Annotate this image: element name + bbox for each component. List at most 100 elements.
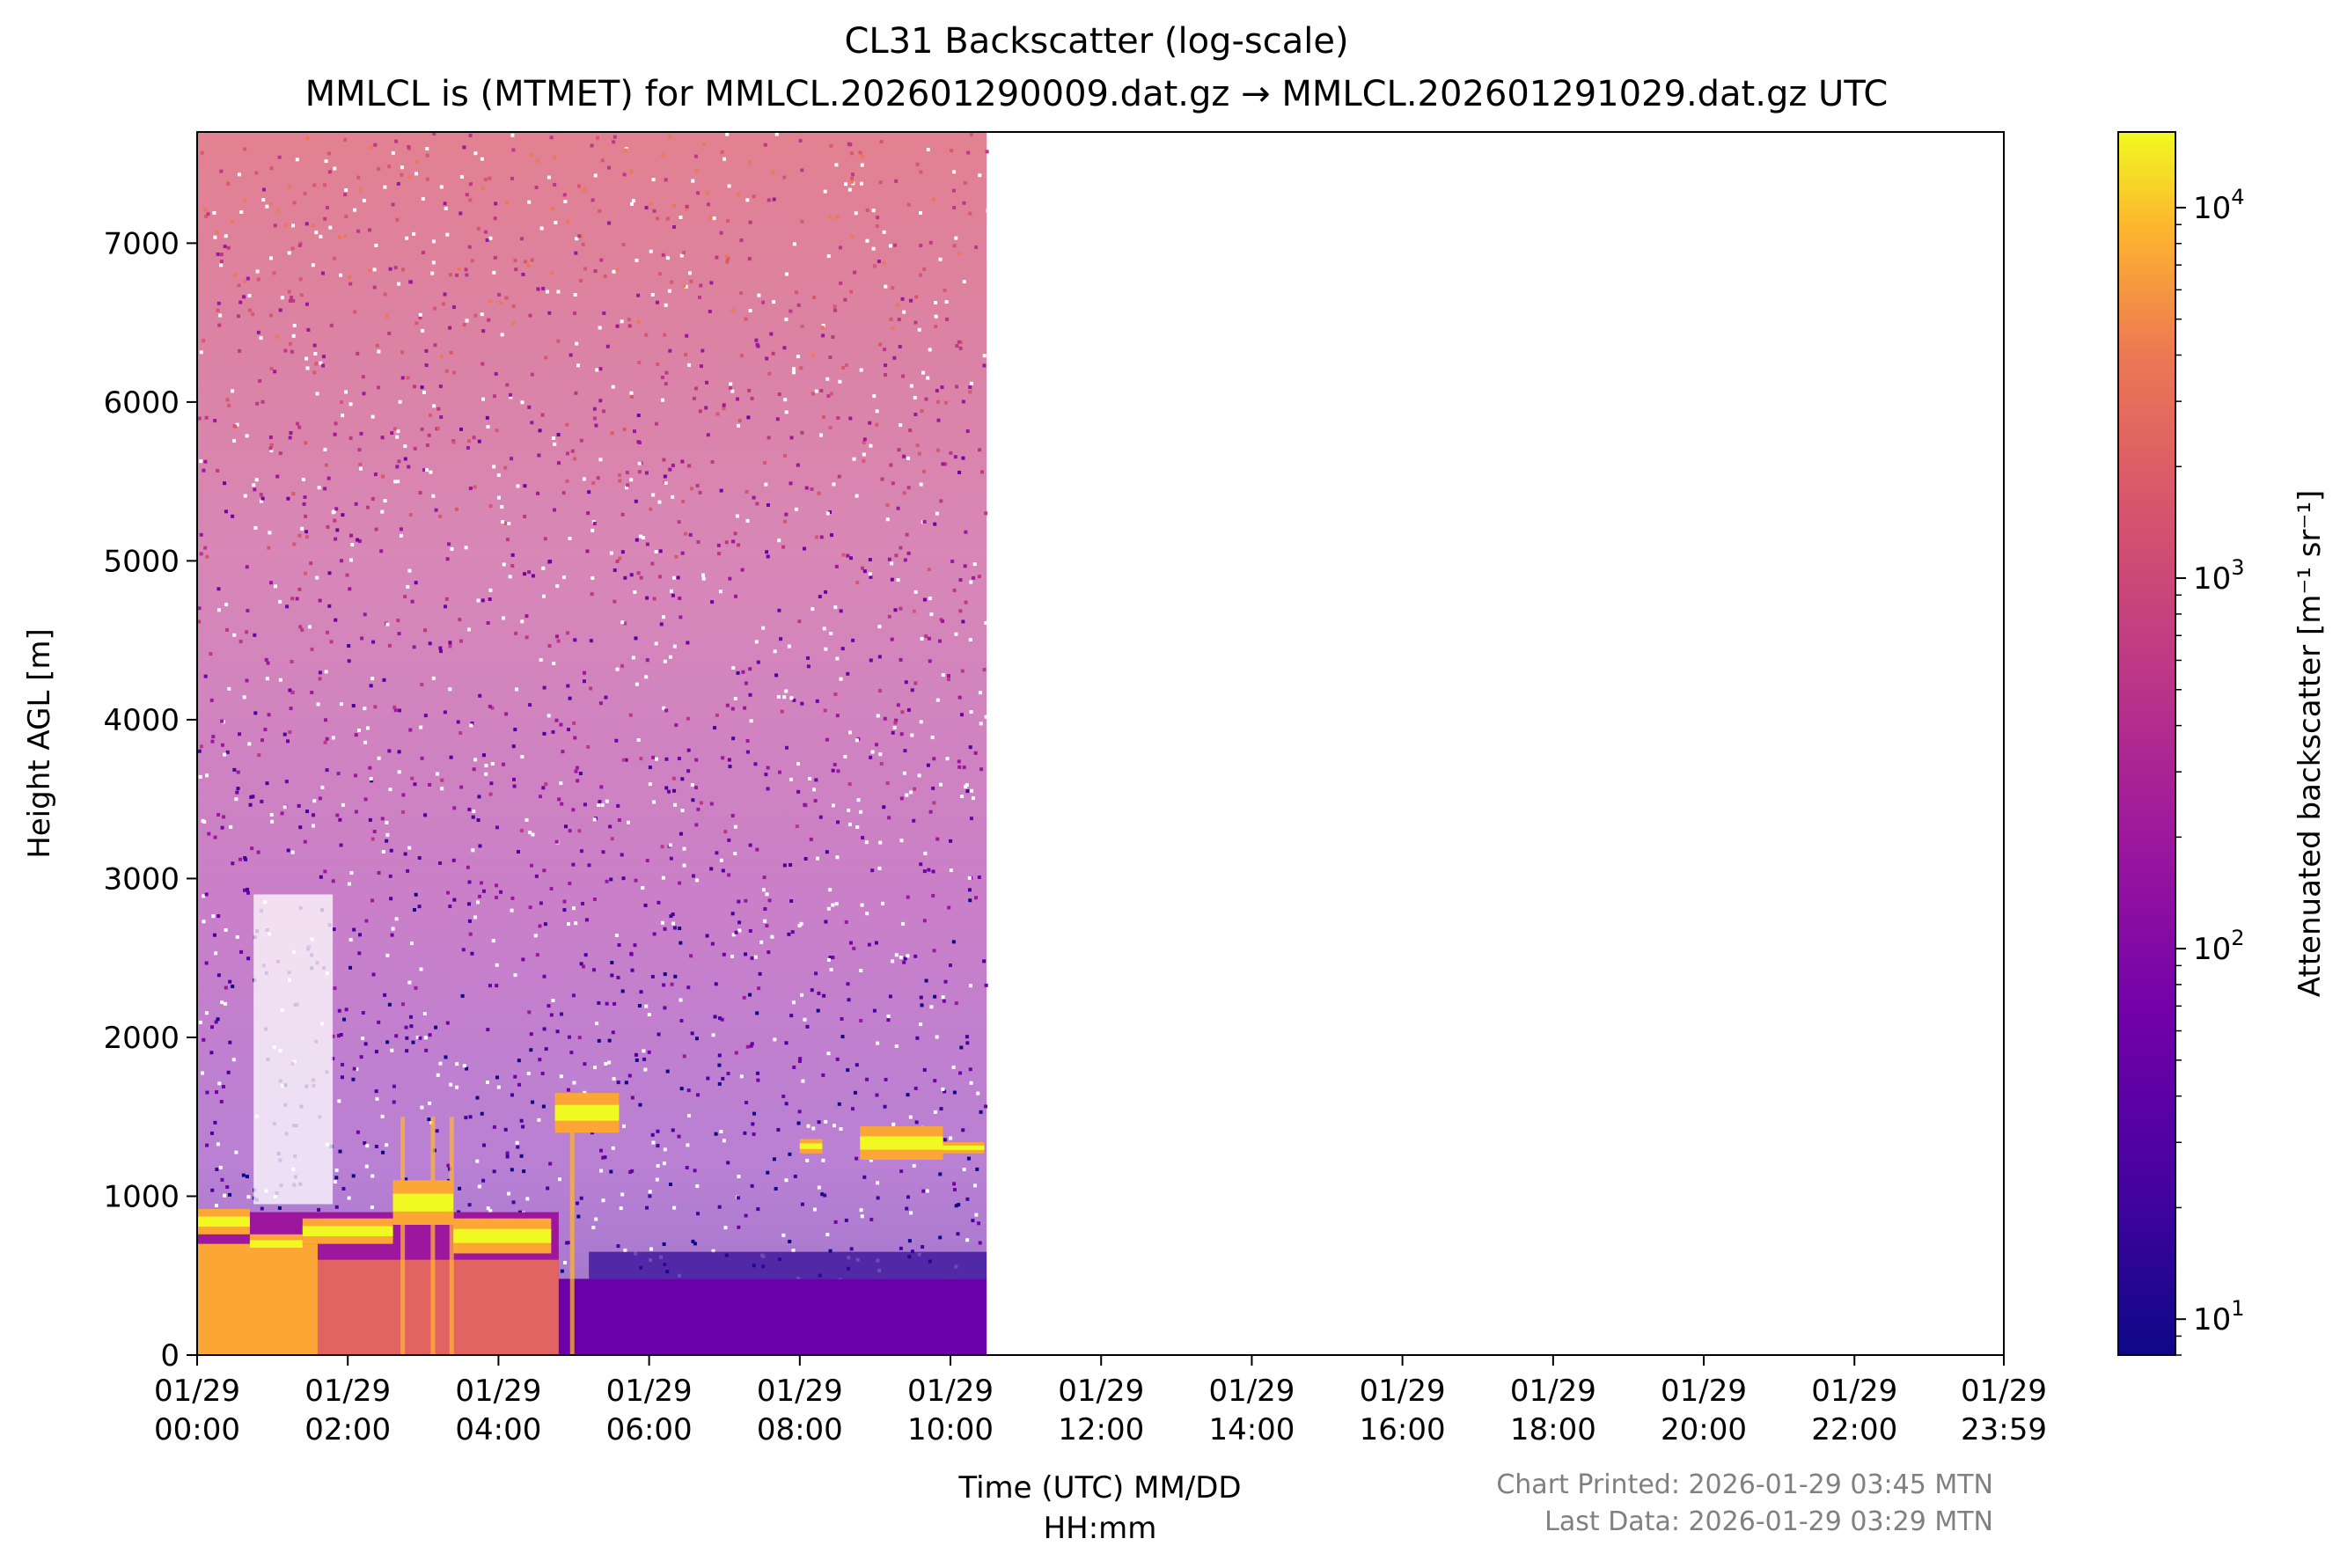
chart-subtitle: MMLCL is (MTMET) for MMLCL.202601290009.… xyxy=(305,74,1889,114)
noise-speck xyxy=(887,614,891,619)
noise-speck xyxy=(222,815,226,819)
colorbar-tick-label: 103 xyxy=(2193,555,2245,597)
noise-speck xyxy=(333,166,337,171)
noise-speck xyxy=(238,857,243,861)
noise-speck xyxy=(207,832,211,836)
noise-speck xyxy=(565,422,569,427)
noise-speck xyxy=(571,862,576,867)
noise-speck xyxy=(668,348,672,353)
noise-speck xyxy=(343,234,348,238)
noise-speck xyxy=(926,148,930,152)
noise-speck xyxy=(957,695,962,700)
noise-speck xyxy=(361,1037,365,1041)
noise-speck xyxy=(551,999,555,1003)
noise-speck xyxy=(694,169,699,173)
noise-speck xyxy=(811,607,815,612)
noise-speck xyxy=(245,434,249,438)
noise-speck xyxy=(833,1124,837,1128)
noise-speck xyxy=(913,681,918,685)
noise-speck xyxy=(566,631,570,635)
noise-speck xyxy=(495,984,499,988)
noise-speck xyxy=(226,245,231,250)
noise-speck xyxy=(642,1049,646,1053)
noise-speck xyxy=(959,713,964,717)
noise-speck xyxy=(243,494,247,498)
noise-speck xyxy=(209,1131,214,1135)
noise-speck xyxy=(339,702,343,707)
noise-speck xyxy=(337,235,341,239)
noise-speck xyxy=(931,197,935,201)
noise-speck xyxy=(539,657,543,662)
noise-speck xyxy=(766,502,770,507)
noise-speck xyxy=(397,459,401,464)
noise-speck xyxy=(374,1050,378,1054)
noise-speck xyxy=(905,793,909,797)
noise-speck xyxy=(560,802,564,806)
noise-speck xyxy=(782,175,787,180)
noise-speck xyxy=(906,1195,910,1199)
noise-speck xyxy=(879,761,884,766)
noise-speck xyxy=(297,533,302,538)
noise-speck xyxy=(273,370,277,374)
noise-speck xyxy=(957,1203,961,1207)
noise-speck xyxy=(576,1201,580,1205)
noise-speck xyxy=(380,1114,385,1118)
noise-speck xyxy=(220,1000,224,1005)
noise-speck xyxy=(372,267,377,272)
noise-speck xyxy=(634,878,638,883)
noise-speck xyxy=(933,301,937,305)
boundary-layer-late xyxy=(558,1279,987,1355)
y-tick-label: 3000 xyxy=(103,861,180,897)
noise-speck xyxy=(407,147,411,151)
noise-speck xyxy=(495,883,499,888)
noise-speck xyxy=(722,403,726,407)
noise-speck xyxy=(223,752,227,757)
noise-speck xyxy=(496,473,501,477)
noise-speck xyxy=(608,824,613,829)
noise-speck xyxy=(826,394,831,399)
noise-speck xyxy=(253,711,258,715)
noise-speck xyxy=(268,313,273,318)
noise-speck xyxy=(713,726,717,730)
noise-speck xyxy=(567,1035,571,1039)
noise-speck xyxy=(397,750,401,754)
noise-speck xyxy=(882,805,886,810)
noise-speck xyxy=(736,423,740,428)
noise-speck xyxy=(468,133,473,137)
noise-speck xyxy=(538,1058,542,1062)
noise-speck xyxy=(202,894,206,898)
noise-speck xyxy=(520,400,524,405)
noise-speck xyxy=(439,185,444,189)
noise-speck xyxy=(833,1220,838,1224)
noise-speck xyxy=(654,421,658,426)
noise-speck xyxy=(691,179,695,183)
noise-speck xyxy=(291,333,296,338)
noise-speck xyxy=(925,1189,929,1193)
noise-speck xyxy=(835,714,840,718)
noise-speck xyxy=(304,222,309,226)
noise-speck xyxy=(308,625,312,629)
noise-speck xyxy=(693,1169,697,1173)
noise-speck xyxy=(544,782,548,787)
noise-speck xyxy=(204,415,209,420)
noise-speck xyxy=(796,762,801,766)
noise-speck xyxy=(394,139,399,143)
noise-speck xyxy=(651,178,656,182)
boundary-layer-haze xyxy=(589,1251,987,1279)
noise-speck xyxy=(750,1183,754,1188)
noise-speck xyxy=(438,1061,443,1066)
noise-speck xyxy=(784,1102,789,1106)
noise-speck xyxy=(837,474,841,479)
noise-speck xyxy=(451,858,456,862)
noise-speck xyxy=(428,1101,432,1105)
noise-speck xyxy=(884,373,888,377)
noise-speck xyxy=(423,714,428,718)
noise-speck xyxy=(538,795,542,799)
noise-speck xyxy=(718,590,723,594)
noise-speck xyxy=(811,354,815,358)
noise-speck xyxy=(611,385,615,389)
noise-speck xyxy=(984,1104,988,1109)
noise-speck xyxy=(625,486,629,490)
noise-speck xyxy=(306,327,311,332)
noise-speck xyxy=(835,1057,840,1061)
